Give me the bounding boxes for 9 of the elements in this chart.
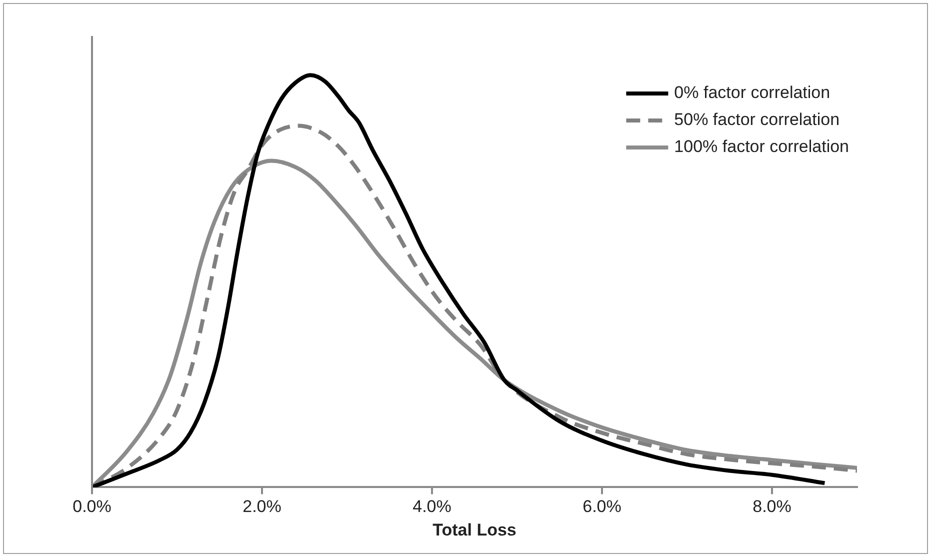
legend-label: 100% factor correlation (674, 137, 850, 156)
x-tick-label: 2.0% (242, 497, 282, 516)
legend-label: 50% factor correlation (674, 110, 840, 130)
x-tick-label: 4.0% (412, 497, 452, 516)
x-tick-label: 6.0% (582, 497, 622, 516)
x-tick-label: 0.0% (72, 497, 112, 516)
x-tick-label: 8.0% (752, 497, 792, 516)
x-axis-title: Total Loss (432, 520, 516, 540)
legend-label: 0% factor correlation (674, 83, 830, 102)
